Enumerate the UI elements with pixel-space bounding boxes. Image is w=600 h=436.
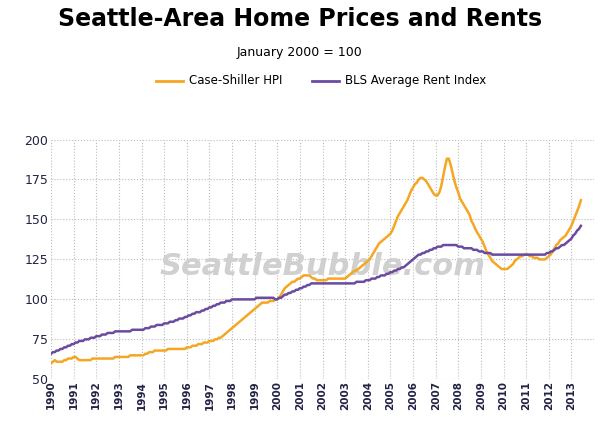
Text: January 2000 = 100: January 2000 = 100 <box>237 46 363 59</box>
Text: Case-Shiller HPI: Case-Shiller HPI <box>189 74 283 87</box>
Text: Seattle-Area Home Prices and Rents: Seattle-Area Home Prices and Rents <box>58 7 542 31</box>
Text: BLS Average Rent Index: BLS Average Rent Index <box>345 74 486 87</box>
Text: SeattleBubble.com: SeattleBubble.com <box>160 252 485 281</box>
